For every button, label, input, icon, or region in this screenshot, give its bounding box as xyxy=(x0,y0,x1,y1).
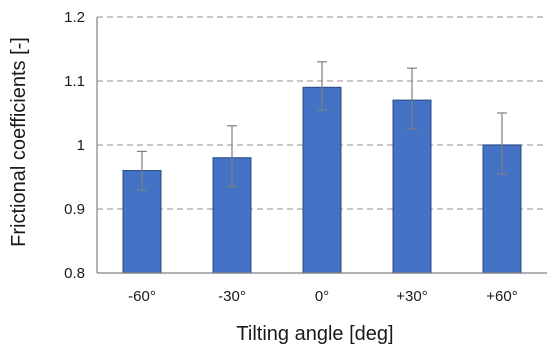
y-axis-title: Frictional coefficients [-] xyxy=(8,37,30,247)
x-tick-label: -60° xyxy=(128,288,156,305)
error-bars xyxy=(137,61,507,191)
error-bar xyxy=(137,150,147,191)
y-tick-label: 0.9 xyxy=(64,201,85,218)
error-bar xyxy=(497,112,507,175)
x-tick-label: -30° xyxy=(218,288,246,305)
y-tick-label: 1 xyxy=(77,137,85,154)
y-tick-labels: 0.8 0.9 1 1.1 1.2 xyxy=(64,9,85,282)
error-bar xyxy=(227,125,237,188)
y-tick-label: 0.8 xyxy=(64,265,85,282)
x-axis-title: Tilting angle [deg] xyxy=(236,323,393,345)
bars xyxy=(122,86,522,274)
bar xyxy=(302,86,342,274)
x-tick-label: 0° xyxy=(315,288,329,305)
y-tick-label: 1.1 xyxy=(64,73,85,90)
x-tick-label: +30° xyxy=(396,288,427,305)
x-tick-labels: -60° -30° 0° +30° +60° xyxy=(128,288,518,305)
error-bar xyxy=(317,61,327,111)
error-bar xyxy=(407,67,417,130)
y-tick-label: 1.2 xyxy=(64,9,85,26)
x-tick-label: +60° xyxy=(486,288,517,305)
axes xyxy=(96,17,547,274)
